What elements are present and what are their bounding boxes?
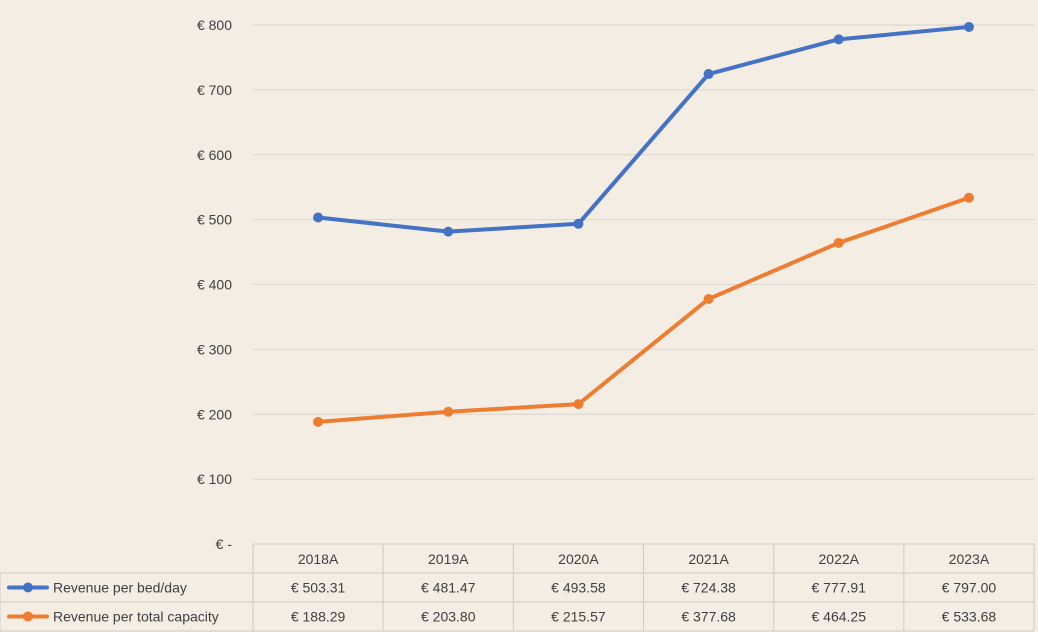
data-table-cell: € 777.91 bbox=[812, 580, 867, 596]
x-category-label: 2022A bbox=[819, 551, 860, 567]
y-axis-ticks: € - € 100 € 200 € 300 € 400 € 500 € 600 € 700 € … bbox=[197, 17, 232, 552]
data-table-cell: € 188.29 bbox=[291, 609, 346, 625]
data-point bbox=[833, 34, 844, 45]
series-name: Revenue per total capacity bbox=[53, 609, 219, 625]
y-tick-label: € 300 bbox=[197, 341, 232, 357]
data-point bbox=[573, 218, 584, 229]
data-table-cell: € 503.31 bbox=[291, 580, 346, 596]
y-tick-label: € 700 bbox=[197, 82, 232, 98]
data-table-cell: € 215.57 bbox=[551, 609, 606, 625]
data-table-cell: € 797.00 bbox=[942, 580, 997, 596]
data-point bbox=[573, 399, 584, 410]
data-point bbox=[703, 69, 714, 80]
data-table-cell: € 724.38 bbox=[681, 580, 736, 596]
x-category-label: 2023A bbox=[949, 551, 990, 567]
y-tick-label: € 800 bbox=[197, 17, 232, 33]
gridlines bbox=[253, 24, 1034, 480]
data-point bbox=[963, 192, 974, 203]
x-category-label: 2020A bbox=[558, 551, 599, 567]
x-category-label: 2021A bbox=[688, 551, 729, 567]
data-table-cell: € 493.58 bbox=[551, 580, 606, 596]
y-tick-label: € 500 bbox=[197, 212, 232, 228]
series-line bbox=[316, 24, 971, 234]
series-lines bbox=[313, 21, 974, 427]
data-point bbox=[703, 293, 714, 304]
y-tick-label: € 100 bbox=[197, 471, 232, 487]
legend-swatch-marker bbox=[23, 611, 33, 622]
data-point bbox=[443, 406, 454, 417]
data-point bbox=[963, 21, 974, 32]
legend-swatch-marker bbox=[23, 582, 33, 593]
data-point bbox=[833, 237, 844, 248]
x-category-label: 2019A bbox=[428, 551, 469, 567]
series-name: Revenue per bed/day bbox=[53, 580, 187, 596]
data-table-cell: € 377.68 bbox=[681, 609, 736, 625]
data-point bbox=[313, 212, 324, 223]
y-tick-label: € 400 bbox=[197, 277, 232, 293]
y-tick-label: € - bbox=[216, 536, 233, 552]
series-line bbox=[316, 195, 971, 424]
data-table-cell: € 464.25 bbox=[812, 609, 867, 625]
data-point bbox=[443, 226, 454, 237]
x-category-label: 2018A bbox=[298, 551, 339, 567]
data-table-cell: € 203.80 bbox=[421, 609, 476, 625]
y-tick-label: € 600 bbox=[197, 147, 232, 163]
data-table-cell: € 533.68 bbox=[942, 609, 997, 625]
data-table: 2018A 2019A 2020A 2021A 2022A 2023A Revenue pe… bbox=[0, 543, 1035, 632]
y-tick-label: € 200 bbox=[197, 406, 232, 422]
data-table-cell: € 481.47 bbox=[421, 580, 476, 596]
data-point bbox=[313, 416, 324, 427]
